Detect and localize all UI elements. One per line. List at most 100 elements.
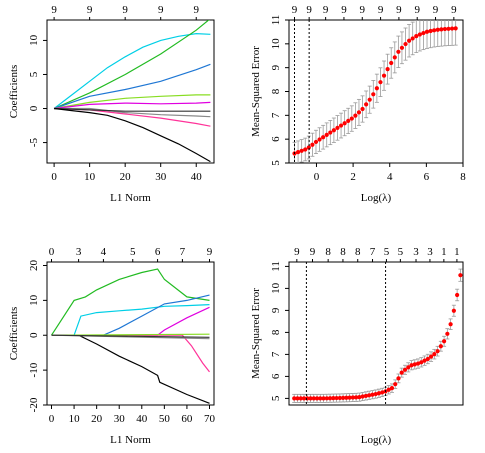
- coef-path-5: [54, 101, 211, 110]
- y-tick-label: 11: [270, 261, 282, 272]
- mse-point: [393, 382, 398, 387]
- top-tick-label: 0: [49, 246, 55, 258]
- y-axis-title: Mean-Squared Error: [250, 46, 262, 137]
- coef-path-3: [53, 63, 211, 110]
- y-tick-label: 9: [270, 64, 282, 70]
- y-tick-label: 8: [270, 329, 282, 335]
- top-tick-label: 5: [384, 246, 390, 258]
- x-tick-label: 50: [159, 413, 171, 425]
- coef-path-9: [51, 334, 210, 338]
- y-tick-label: 10: [270, 38, 282, 50]
- top-tick-label: 9: [294, 246, 300, 258]
- mse-point: [445, 331, 450, 336]
- y-tick-label: 5: [270, 160, 282, 166]
- mse-point: [417, 32, 422, 37]
- mse-point: [435, 349, 440, 354]
- mse-point: [380, 390, 385, 395]
- mse-point: [406, 365, 411, 370]
- plot-frame: [46, 261, 215, 406]
- top-tick-label: 5: [398, 246, 404, 258]
- mse-point: [340, 395, 346, 400]
- mse-point: [446, 26, 451, 31]
- mse-point: [357, 395, 362, 400]
- x-tick-label: 30: [114, 413, 126, 425]
- top-tick-label: 9: [158, 4, 164, 16]
- mse-point: [347, 395, 352, 400]
- mse-point: [438, 344, 443, 349]
- top-tick-label: 8: [340, 246, 346, 258]
- top-tick-label: 9: [87, 4, 93, 16]
- mse-point: [334, 395, 339, 401]
- mse-point: [363, 393, 369, 399]
- top-tick-label: 9: [378, 4, 384, 16]
- mse-point: [407, 38, 412, 43]
- coef-path-4: [53, 94, 211, 110]
- coef-path-6: [51, 334, 210, 404]
- top-tick-label: 9: [414, 4, 420, 16]
- mse-point: [392, 55, 397, 60]
- top-tick-label: 6: [155, 246, 161, 258]
- mse-point: [353, 113, 358, 118]
- mse-point: [321, 135, 326, 140]
- mse-point: [342, 121, 347, 126]
- mse-point: [389, 386, 395, 391]
- top-tick-label: 5: [130, 246, 136, 258]
- mse-point: [428, 28, 433, 34]
- mse-point: [295, 150, 301, 155]
- mse-point: [422, 358, 427, 363]
- y-tick-label: 10: [28, 294, 40, 306]
- mse-point: [310, 142, 315, 147]
- y-tick-label: 6: [270, 373, 282, 379]
- top-tick-label: 7: [370, 246, 376, 258]
- mse-point: [327, 396, 333, 401]
- plot-area: [53, 20, 211, 163]
- top-tick-label: 7: [180, 246, 186, 258]
- mse-point: [324, 396, 329, 401]
- y-tick-label: 5: [28, 71, 40, 77]
- y-axis-title: Coefficients: [8, 307, 20, 361]
- mse-point: [338, 123, 344, 128]
- mse-point: [364, 102, 369, 107]
- mse-point: [370, 392, 375, 397]
- mse-point: [313, 139, 319, 145]
- x-axis-title: Log(λ): [361, 192, 392, 204]
- mse-point: [435, 27, 440, 32]
- mse-point: [458, 273, 463, 278]
- y-axis-title: Coefficients: [8, 65, 20, 119]
- mse-point: [356, 110, 362, 115]
- plot-frame: [288, 261, 464, 406]
- y-tick-label: 9: [270, 307, 282, 313]
- mse-point: [373, 391, 378, 397]
- top-tick-label: 3: [76, 246, 82, 258]
- y-tick-label: 6: [270, 136, 282, 142]
- mse-point: [367, 97, 372, 102]
- mse-point: [360, 394, 365, 399]
- x-tick-label: 20: [120, 171, 132, 183]
- coef-path-2: [53, 20, 210, 110]
- mse-point: [350, 395, 355, 400]
- coef-path-1: [50, 268, 210, 336]
- mse-point: [331, 128, 336, 133]
- x-tick-label: 6: [424, 171, 430, 183]
- x-tick-label: 30: [155, 171, 167, 183]
- mse-point: [410, 36, 415, 41]
- top-tick-label: 9: [306, 4, 312, 16]
- mse-point: [303, 147, 308, 152]
- x-tick-label: 0: [314, 171, 320, 183]
- mse-point: [378, 80, 383, 85]
- top-tick-label: 8: [325, 246, 331, 258]
- mse-point: [414, 34, 419, 39]
- mse-point: [399, 45, 405, 50]
- y-tick-label: 11: [270, 15, 282, 26]
- mse-point: [317, 137, 322, 142]
- mse-point: [453, 26, 458, 31]
- coef-path-1: [53, 32, 211, 109]
- top-tick-label: 9: [310, 246, 316, 258]
- coef-path-9: [54, 107, 211, 163]
- y-tick-label: 0: [28, 332, 40, 338]
- y-tick-label: 10: [28, 34, 40, 46]
- top-tick-label: 1: [441, 246, 447, 258]
- mse-point: [321, 396, 326, 401]
- panel-top-left: 0 10 20 30 40 -5 0 5 10 9 9 9 9 9 L1 Norm Coefficients: [8, 4, 215, 204]
